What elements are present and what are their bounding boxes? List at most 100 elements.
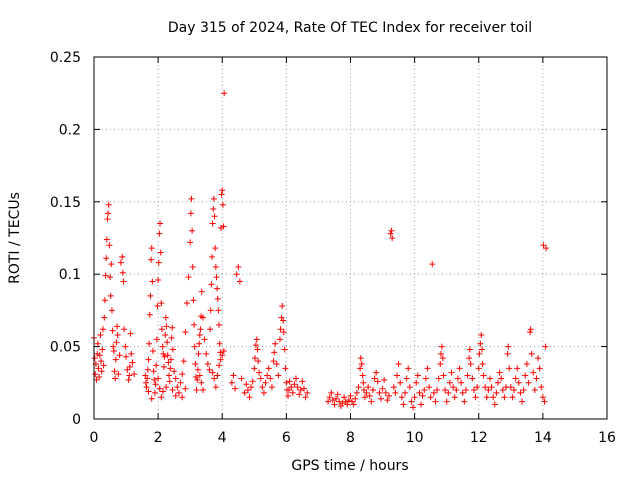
- data-point: [187, 210, 194, 217]
- data-point: [527, 329, 534, 336]
- data-point: [206, 366, 213, 373]
- data-point: [179, 371, 186, 378]
- data-point: [288, 384, 295, 391]
- data-point: [208, 281, 215, 288]
- data-point: [167, 356, 174, 363]
- data-point: [216, 340, 223, 347]
- data-point: [97, 332, 104, 339]
- data-point: [153, 362, 160, 369]
- data-point: [385, 392, 392, 399]
- data-point: [480, 372, 487, 379]
- data-point: [357, 355, 364, 362]
- y-tick-label: 0: [72, 412, 81, 428]
- data-point: [522, 372, 529, 379]
- data-point: [453, 387, 460, 394]
- data-point: [429, 261, 436, 268]
- data-point: [159, 388, 166, 395]
- data-point: [128, 350, 135, 357]
- data-point: [187, 239, 194, 246]
- data-point: [126, 372, 133, 379]
- data-point: [282, 365, 289, 372]
- data-point: [540, 242, 547, 249]
- data-point: [149, 347, 156, 354]
- data-point: [414, 372, 421, 379]
- data-point: [339, 400, 346, 407]
- data-point: [243, 381, 250, 388]
- data-point: [422, 375, 429, 382]
- data-point: [163, 323, 170, 330]
- data-point: [413, 379, 420, 386]
- data-point: [196, 332, 203, 339]
- data-point: [100, 362, 107, 369]
- data-point: [144, 375, 151, 382]
- data-point: [216, 321, 223, 328]
- data-point: [233, 271, 240, 278]
- data-point: [325, 398, 332, 405]
- data-point: [279, 303, 286, 310]
- data-point: [149, 278, 156, 285]
- data-point: [109, 327, 116, 334]
- data-point: [142, 379, 149, 386]
- data-point: [542, 343, 549, 350]
- data-point: [169, 387, 176, 394]
- data-point: [478, 346, 485, 353]
- data-point: [198, 379, 205, 386]
- data-point: [355, 384, 362, 391]
- data-point: [155, 276, 162, 283]
- data-point: [419, 392, 426, 399]
- data-point: [277, 326, 284, 333]
- data-point: [214, 295, 221, 302]
- data-point: [271, 349, 278, 356]
- data-point: [456, 365, 463, 372]
- data-point: [232, 385, 239, 392]
- data-point: [393, 372, 400, 379]
- data-point: [194, 366, 201, 373]
- data-point: [168, 334, 175, 341]
- data-point: [119, 253, 126, 260]
- data-point: [189, 227, 196, 234]
- data-point: [169, 346, 176, 353]
- data-point: [467, 360, 474, 367]
- data-point: [496, 369, 503, 376]
- data-point: [207, 326, 214, 333]
- data-point: [219, 201, 226, 208]
- data-point: [91, 355, 98, 362]
- data-point: [301, 385, 308, 392]
- data-point: [154, 303, 161, 310]
- data-point: [418, 401, 425, 408]
- data-point: [158, 394, 165, 401]
- data-point: [123, 353, 130, 360]
- data-point: [291, 381, 298, 388]
- data-point: [146, 311, 153, 318]
- data-point: [501, 394, 508, 401]
- data-point: [405, 365, 412, 372]
- data-point: [113, 339, 120, 346]
- data-point: [466, 346, 473, 353]
- data-point: [262, 379, 269, 386]
- data-point: [116, 352, 123, 359]
- data-point: [384, 397, 391, 404]
- data-point: [326, 394, 333, 401]
- data-point: [459, 389, 466, 396]
- data-point: [219, 187, 226, 194]
- y-axis-label: ROTI / TECUs: [7, 192, 23, 284]
- data-point: [253, 336, 260, 343]
- data-point: [485, 387, 492, 394]
- data-point: [157, 249, 164, 256]
- data-point: [191, 343, 198, 350]
- data-point: [294, 384, 301, 391]
- data-point: [167, 365, 174, 372]
- data-point: [273, 360, 280, 367]
- x-tick-label: 6: [282, 430, 291, 446]
- data-point: [125, 376, 132, 383]
- data-point: [244, 387, 251, 394]
- data-point: [96, 374, 103, 381]
- data-point: [381, 376, 388, 383]
- data-point: [207, 307, 214, 314]
- data-point: [374, 378, 381, 385]
- data-point: [387, 230, 394, 237]
- y-tick-label: 0.05: [50, 340, 81, 356]
- data-point: [112, 375, 119, 382]
- data-point: [373, 369, 380, 376]
- data-point: [398, 394, 405, 401]
